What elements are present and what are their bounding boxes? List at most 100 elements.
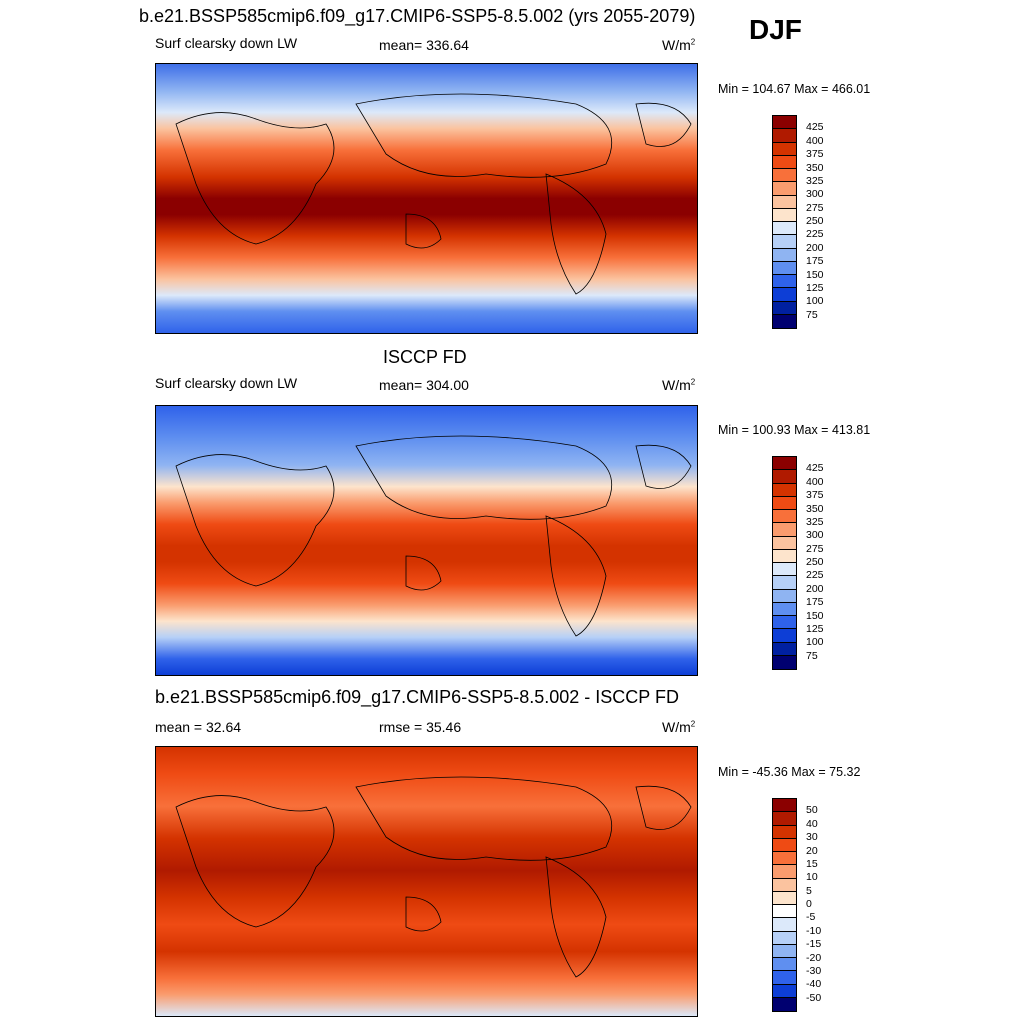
coastline	[355, 776, 613, 861]
colorbar-swatch	[773, 905, 796, 919]
colorbar-swatch	[773, 235, 796, 249]
coastline	[635, 444, 692, 489]
colorbar-swatch	[773, 984, 796, 998]
colorbar-swatch	[773, 655, 796, 669]
coastline	[405, 555, 442, 591]
colorbar-tick-label: 20	[806, 844, 818, 857]
colorbar-swatch	[773, 536, 796, 550]
colorbar-tick-label: -10	[806, 924, 822, 937]
colorbar-tick-label: 225	[806, 228, 824, 241]
colorbar-tick-label: 150	[806, 609, 824, 622]
colorbar-swatch	[773, 825, 796, 839]
panel2-variable-label: Surf clearsky down LW	[155, 375, 298, 391]
coastline	[175, 795, 335, 928]
colorbar-swatch	[773, 510, 796, 524]
coastline	[545, 173, 607, 295]
colorbar-tick-label: 275	[806, 542, 824, 555]
colorbar-swatch	[773, 314, 796, 328]
colorbar-swatch	[773, 208, 796, 222]
coastline	[355, 93, 613, 178]
colorbar-swatch	[773, 576, 796, 590]
colorbar-swatch	[773, 116, 796, 130]
colorbar-swatch	[773, 261, 796, 275]
panel1-colorbar	[772, 115, 797, 329]
colorbar-tick-label: 100	[806, 295, 824, 308]
colorbar-swatch	[773, 838, 796, 852]
colorbar-swatch	[773, 958, 796, 972]
colorbar-swatch	[773, 523, 796, 537]
colorbar-swatch	[773, 878, 796, 892]
colorbar-swatch	[773, 301, 796, 315]
colorbar-tick-label: -5	[806, 911, 816, 924]
panel2-minmax: Min = 100.93 Max = 413.81	[718, 423, 871, 437]
panel2-colorbar	[772, 456, 797, 670]
colorbar-swatch	[773, 642, 796, 656]
coastline	[405, 896, 442, 932]
panel2-title: ISCCP FD	[383, 347, 467, 367]
colorbar-tick-label: 375	[806, 148, 824, 161]
colorbar-swatch	[773, 142, 796, 156]
colorbar-tick-label: 15	[806, 857, 818, 870]
colorbar-tick-label: 125	[806, 281, 824, 294]
panel3-minmax: Min = -45.36 Max = 75.32	[718, 765, 861, 779]
colorbar-swatch	[773, 182, 796, 196]
colorbar-tick-label: 200	[806, 582, 824, 595]
colorbar-swatch	[773, 457, 796, 471]
colorbar-swatch	[773, 169, 796, 183]
panel1-title: b.e21.BSSP585cmip6.f09_g17.CMIP6-SSP5-8.…	[139, 6, 696, 26]
colorbar-swatch	[773, 483, 796, 497]
colorbar-tick-label: -15	[806, 938, 822, 951]
coastline	[545, 515, 607, 637]
panel2-map	[155, 405, 698, 676]
colorbar-tick-label: 350	[806, 161, 824, 174]
colorbar-swatch	[773, 496, 796, 510]
coastline-overlay	[175, 776, 692, 978]
panel1-mean-label: mean= 336.64	[379, 37, 469, 53]
colorbar-swatch	[773, 944, 796, 958]
colorbar-swatch	[773, 589, 796, 603]
colorbar-tick-label: 5	[806, 884, 812, 897]
colorbar-swatch	[773, 852, 796, 866]
panel1-map	[155, 63, 698, 334]
coastline-overlay	[175, 435, 692, 637]
coastline	[635, 102, 692, 147]
colorbar-swatch	[773, 616, 796, 630]
panel3-title: b.e21.BSSP585cmip6.f09_g17.CMIP6-SSP5-8.…	[155, 687, 679, 707]
colorbar-swatch	[773, 891, 796, 905]
colorbar-swatch	[773, 865, 796, 879]
colorbar-tick-label: -50	[806, 991, 822, 1004]
colorbar-tick-label: 275	[806, 201, 824, 214]
season-label: DJF	[749, 14, 802, 45]
colorbar-tick-label: 175	[806, 255, 824, 268]
colorbar-swatch	[773, 549, 796, 563]
colorbar-tick-label: 325	[806, 515, 824, 528]
panel2-units: W/m2	[662, 377, 696, 393]
coastline	[175, 112, 335, 245]
colorbar-tick-label: -20	[806, 951, 822, 964]
panel3-colorbar	[772, 798, 797, 1012]
colorbar-swatch	[773, 248, 796, 262]
colorbar-swatch	[773, 931, 796, 945]
colorbar-tick-label: 300	[806, 188, 824, 201]
colorbar-tick-label: 250	[806, 215, 824, 227]
colorbar-swatch	[773, 275, 796, 289]
colorbar-tick-label: 100	[806, 636, 824, 649]
panel3-mean-label: mean = 32.64	[155, 719, 242, 735]
panel1-units: W/m2	[662, 37, 696, 53]
coastline	[545, 856, 607, 978]
colorbar-swatch	[773, 629, 796, 643]
colorbar-tick-label: 400	[806, 475, 824, 488]
colorbar-swatch	[773, 195, 796, 209]
coastline	[405, 213, 442, 249]
colorbar-tick-label: 50	[806, 804, 818, 817]
colorbar-tick-label: 325	[806, 174, 824, 187]
colorbar-swatch	[773, 997, 796, 1011]
panel1-variable-label: Surf clearsky down LW	[155, 35, 298, 51]
colorbar-swatch	[773, 563, 796, 577]
colorbar-tick-label: -30	[806, 964, 822, 977]
colorbar-tick-label: 350	[806, 502, 824, 515]
colorbar-tick-label: 150	[806, 268, 824, 281]
colorbar-tick-label: 425	[806, 121, 824, 134]
colorbar-tick-label: 200	[806, 241, 824, 254]
colorbar-swatch	[773, 602, 796, 616]
